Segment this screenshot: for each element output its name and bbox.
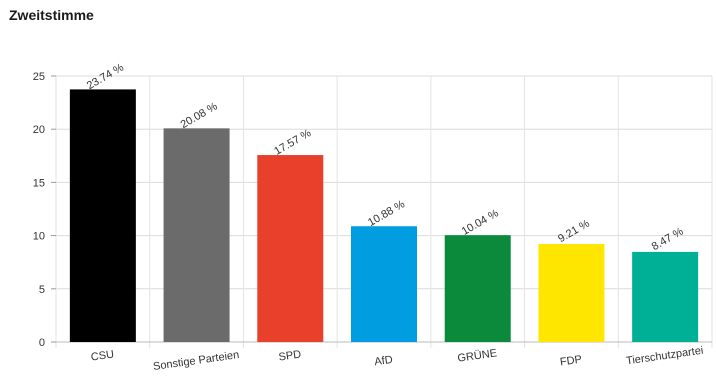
bar-3 [257, 155, 324, 342]
data-label: 23.74 % [85, 61, 126, 92]
category-label: Tierschutzpartei [625, 345, 704, 368]
x-axis: CSU Sonstige Parteien SPD AfD GRÜNE FDP Tiersc… [90, 345, 704, 373]
data-label: 10.04 % [460, 207, 501, 238]
category-label: SPD [278, 349, 302, 364]
y-tick-label: 15 [33, 177, 45, 189]
y-tick-label: 25 [33, 71, 45, 83]
bar-1 [69, 89, 136, 342]
data-label: 8.47 % [650, 225, 686, 253]
data-label: 20.08 % [179, 100, 220, 131]
category-label: AfD [374, 354, 394, 368]
y-tick-label: 20 [33, 124, 45, 136]
y-tick-label: 10 [33, 231, 45, 243]
bar-2 [163, 128, 230, 342]
y-tick-label: 0 [39, 337, 45, 349]
bar-6 [538, 244, 605, 342]
category-label: FDP [559, 354, 582, 369]
data-label: 9.21 % [556, 218, 592, 246]
category-label: CSU [90, 348, 115, 363]
chart-title: Zweitstimme [9, 7, 94, 23]
bar-7 [632, 251, 699, 342]
bar-5 [444, 235, 511, 342]
y-tick-label: 5 [39, 284, 45, 296]
data-label: 17.57 % [272, 127, 313, 158]
bar-4 [351, 226, 417, 342]
data-label: 10.88 % [366, 198, 407, 229]
category-label: Sonstige Parteien [152, 349, 240, 373]
category-label: GRÜNE [457, 347, 498, 364]
bars [69, 89, 699, 342]
